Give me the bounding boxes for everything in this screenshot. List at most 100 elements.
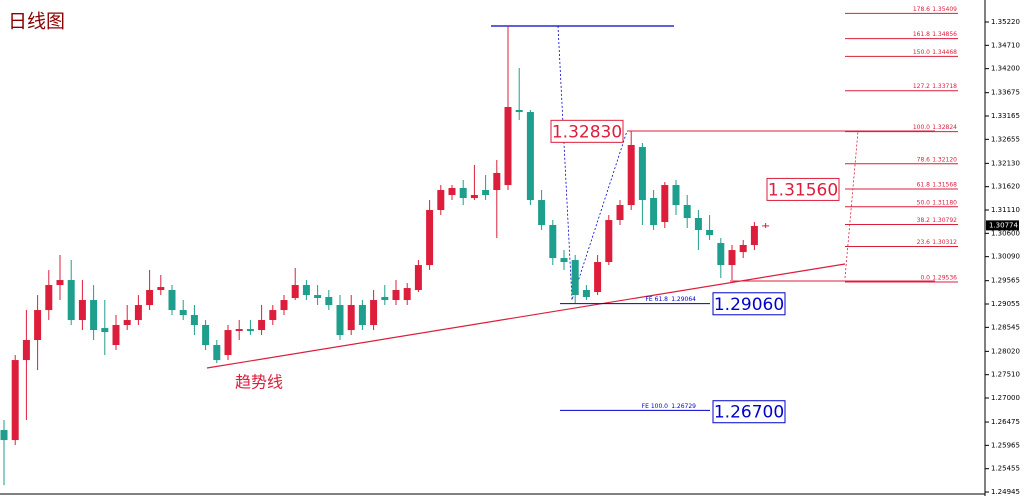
candle-body	[224, 330, 232, 356]
candle-body	[302, 285, 310, 296]
candle-body	[269, 310, 277, 321]
candle-body	[661, 185, 669, 223]
candle-body	[336, 305, 344, 336]
candle-body	[235, 329, 243, 332]
y-tick-label: 1.28020	[991, 347, 1020, 355]
candle-body	[627, 145, 635, 206]
y-tick-label: 1.25965	[991, 441, 1020, 449]
fib-ratio: 150.0	[913, 49, 930, 56]
candle-body	[538, 200, 546, 226]
candle-body	[123, 320, 131, 326]
trendline-label: 趋势线	[235, 373, 283, 392]
price-box-label: 1.26700	[714, 403, 784, 423]
price-box-label: 1.31560	[768, 180, 838, 200]
candle-body	[280, 300, 288, 311]
y-tick-label: 1.26475	[991, 418, 1020, 426]
candle-body	[213, 345, 221, 361]
fib-ratio: 161.8	[913, 31, 930, 38]
fib-ratio: 78.6	[917, 156, 931, 163]
fib-price: 1.31180	[932, 199, 957, 206]
candle-body	[706, 229, 714, 236]
candle-body	[616, 205, 624, 221]
candle-body	[67, 280, 75, 321]
fe-price: 1.26729	[671, 403, 696, 410]
candle-body	[56, 280, 64, 286]
candle-body	[403, 288, 411, 301]
fe-label: FE 61.8	[645, 296, 668, 303]
candle-body	[638, 147, 646, 201]
candle-body	[571, 260, 579, 296]
price-box-label: 1.32830	[552, 122, 622, 142]
fib-price: 1.32120	[932, 156, 957, 163]
candle-body	[560, 258, 568, 263]
candle-body	[650, 198, 658, 226]
candle-body	[134, 305, 142, 321]
chart-title: 日线图	[8, 11, 65, 33]
y-tick-label: 1.31110	[991, 206, 1020, 214]
fib-price: 1.31568	[932, 182, 957, 189]
price-box	[766, 177, 840, 201]
y-tick-label: 1.32655	[991, 135, 1020, 143]
fib-price: 1.30792	[932, 217, 957, 224]
fib-ratio: 0.0	[920, 275, 930, 282]
y-tick-label: 1.27000	[991, 394, 1020, 402]
candle-body	[594, 262, 602, 293]
candle-body	[258, 320, 266, 331]
y-tick-label: 1.30090	[991, 253, 1020, 261]
fe-price: 1.29064	[671, 296, 696, 303]
candle-body	[325, 297, 333, 306]
fib-ratio: 100.0	[913, 124, 930, 131]
candle-body	[672, 185, 680, 206]
candle-body	[750, 226, 758, 246]
candle-body	[694, 218, 702, 230]
price-box	[712, 292, 786, 316]
fib-price: 1.33718	[932, 83, 957, 90]
candle-body	[459, 188, 467, 199]
candle-body	[291, 285, 299, 299]
candle-body	[314, 295, 322, 299]
candle-body	[157, 287, 165, 291]
candle-body	[414, 265, 422, 291]
candle-body	[717, 243, 725, 266]
candle-body	[246, 329, 254, 332]
fe-label: FE 100.0	[642, 403, 669, 410]
y-tick-label: 1.34200	[991, 65, 1020, 73]
candle-body	[392, 290, 400, 301]
y-tick-label: 1.27510	[991, 371, 1020, 379]
fib-ratio: 38.2	[917, 217, 931, 224]
candle-body	[202, 325, 210, 346]
fib-ratio: 50.0	[917, 199, 931, 206]
candle-body	[358, 305, 366, 326]
y-tick-label: 1.35220	[991, 18, 1020, 26]
candle-body	[482, 190, 490, 196]
candle-body	[347, 305, 355, 331]
y-tick-label: 1.29055	[991, 300, 1020, 308]
fib-path	[844, 130, 859, 279]
candle-body	[0, 430, 8, 441]
candle-body	[45, 285, 53, 311]
y-tick-label: 1.34710	[991, 41, 1020, 49]
y-tick-label: 1.28545	[991, 323, 1020, 331]
fib-ratio: 127.2	[913, 83, 930, 90]
fib-price: 1.30312	[932, 239, 957, 246]
y-tick-label: 1.32130	[991, 159, 1020, 167]
fib-ratio: 61.8	[917, 182, 931, 189]
candle-body	[437, 190, 445, 211]
candle-body	[493, 173, 501, 191]
candle-body	[470, 195, 478, 199]
candle-body	[146, 290, 154, 306]
candle-body	[448, 188, 456, 196]
candle-body	[101, 328, 109, 333]
candle-body	[762, 225, 770, 227]
fib-price: 1.35409	[932, 6, 957, 13]
price-box-label: 1.29060	[714, 295, 784, 315]
fib-ratio: 178.6	[913, 6, 930, 13]
fib-price: 1.34468	[932, 49, 957, 56]
candle-body	[11, 360, 19, 441]
candle-body	[90, 300, 98, 331]
candle-body	[381, 297, 389, 301]
y-tick-label: 1.33165	[991, 112, 1020, 120]
candle-body	[190, 315, 198, 326]
fib-price: 1.32824	[932, 124, 957, 131]
